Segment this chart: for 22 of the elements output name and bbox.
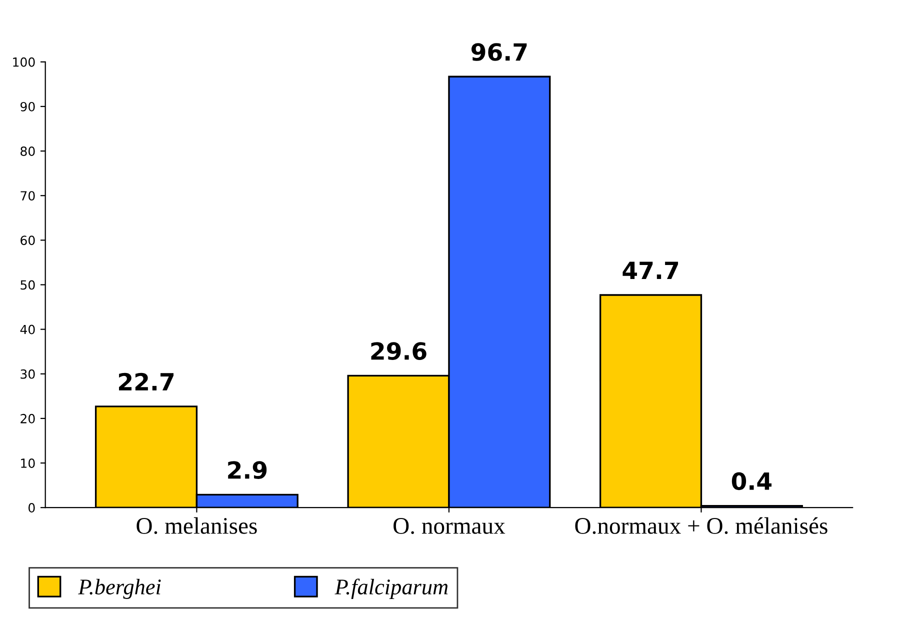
y-tick-label: 60 (20, 236, 35, 246)
data-label: 96.7 (472, 43, 527, 61)
x-tick-label: O. normaux (394, 518, 506, 534)
x-tick-label: O.normaux + O. mélanisés (575, 517, 828, 534)
y-tick-label: 30 (20, 369, 35, 379)
data-label: 29.6 (371, 342, 426, 360)
y-tick-label: 80 (20, 146, 35, 156)
y-tick-label: 20 (20, 414, 35, 424)
data-label: 2.9 (228, 461, 267, 479)
y-tick-label: 40 (20, 324, 35, 334)
y-tick-label: 70 (20, 191, 35, 201)
y-tick-label: 0 (28, 503, 35, 513)
y-tick-label: 50 (20, 280, 35, 290)
x-tick-label: O. melanises (136, 517, 257, 534)
data-label: 0.4 (732, 472, 772, 490)
data-label: 47.7 (622, 262, 678, 279)
legend-label: P.berghei (78, 578, 161, 599)
legend-label: P.falciparum (334, 578, 448, 599)
y-tick-label: 100 (13, 57, 35, 67)
y-tick-label: 90 (20, 102, 35, 112)
data-label: 22.7 (118, 372, 174, 390)
y-tick-label: 10 (21, 458, 35, 468)
